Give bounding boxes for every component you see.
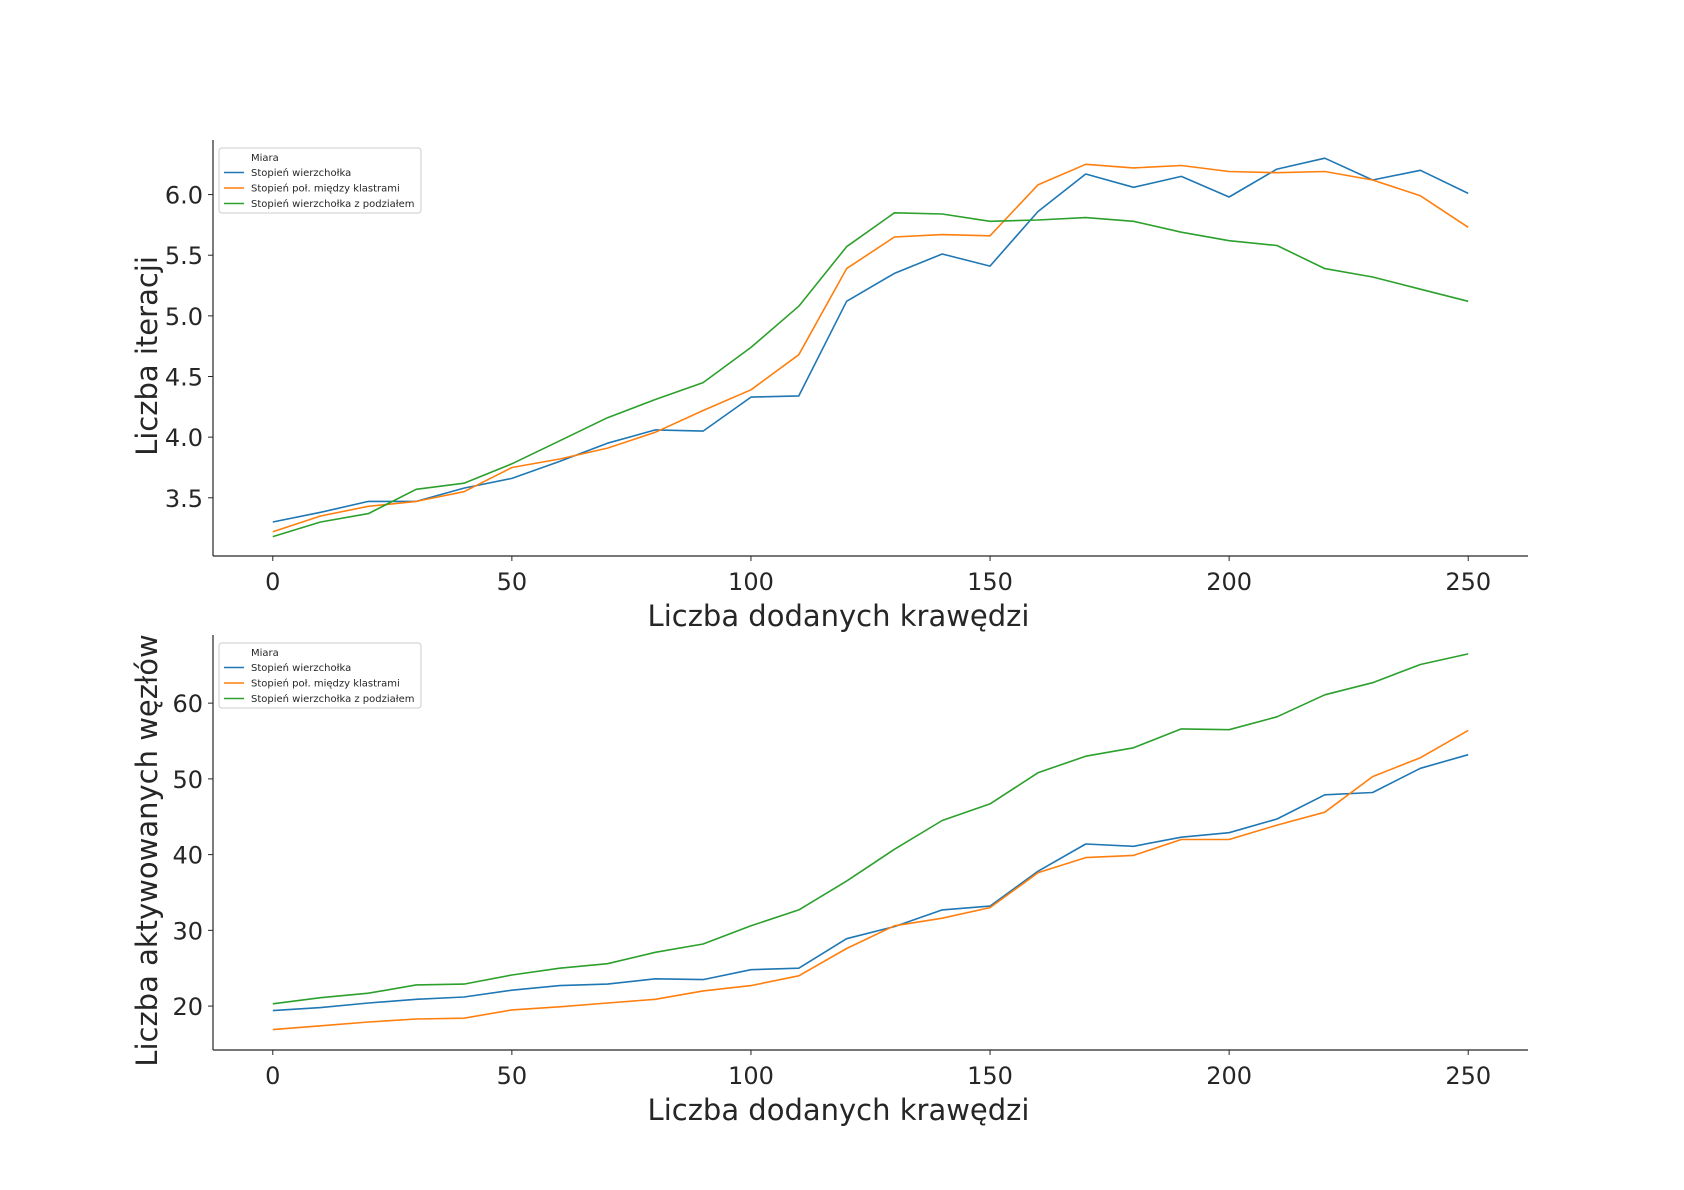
y-tick-label: 20 [172, 993, 203, 1021]
x-tick-label: 0 [265, 568, 280, 596]
y-tick-label: 50 [172, 766, 203, 794]
legend-entry: Stopień poł. między klastrami [251, 183, 400, 195]
chart-2: 0 50 100 150 200 250 20 30 40 50 60 Liczba dodanych… [130, 634, 1528, 1127]
series-line-3 [272, 212, 1469, 538]
y-tick-label: 4.5 [165, 364, 203, 392]
x-axis-label: Liczba dodanych krawędzi [648, 599, 1030, 633]
x-tick-label: 100 [728, 1062, 774, 1090]
x-tick-label: 50 [497, 1062, 528, 1090]
y-tick-label: 4.0 [165, 424, 203, 452]
x-tick-label: 250 [1445, 1062, 1491, 1090]
x-tick-label: 0 [265, 1062, 280, 1090]
series-line-2 [272, 729, 1469, 1031]
legend: Miara Stopień wierzchołka Stopień poł. mię… [218, 147, 422, 214]
x-tick-label: 50 [497, 568, 528, 596]
legend-entry: Stopień wierzchołka z podziałem [251, 198, 415, 210]
series-line-2 [272, 163, 1469, 533]
y-axis-label: Liczba iteracji [130, 256, 164, 456]
chart-1: 0 50 100 150 200 250 3.5 4.0 4.5 5.0 5.5 6.0 Liczba … [130, 140, 1528, 633]
y-tick-label: 5.0 [165, 303, 203, 331]
x-tick-label: 150 [967, 1062, 1013, 1090]
series-line-1 [272, 157, 1469, 523]
x-tick-label: 100 [728, 568, 774, 596]
legend-box [218, 642, 422, 709]
y-tick-label: 30 [172, 917, 203, 945]
series-line-3 [272, 653, 1469, 1005]
y-tick-label: 40 [172, 842, 203, 870]
y-tick-label: 60 [172, 690, 203, 718]
y-axis-label: Liczba aktywowanych węzłów [130, 634, 164, 1066]
y-tick-label: 6.0 [165, 182, 203, 210]
legend-entry: Stopień wierzchołka [251, 167, 351, 179]
legend-entry: Stopień wierzchołka [251, 662, 351, 674]
legend-entry: Stopień wierzchołka z podziałem [251, 693, 415, 705]
legend-entry: Stopień poł. między klastrami [251, 678, 400, 690]
charts: 0 50 100 150 200 2503.54.04.55.05.56.0Liczba … [130, 140, 1528, 1127]
x-tick-label: 200 [1206, 568, 1252, 596]
x-tick-label: 200 [1206, 1062, 1252, 1090]
legend-title: Miara [251, 648, 279, 659]
y-tick-label: 5.5 [165, 242, 203, 270]
y-tick-label: 3.5 [165, 485, 203, 513]
series-line-1 [272, 753, 1469, 1012]
legend: Miara Stopień wierzchołka Stopień poł. mię… [218, 642, 422, 709]
x-tick-label: 250 [1445, 568, 1491, 596]
legend-box [218, 147, 422, 214]
x-tick-label: 150 [967, 568, 1013, 596]
legend-title: Miara [251, 153, 279, 164]
x-axis-label: Liczba dodanych krawędzi [648, 1093, 1030, 1127]
